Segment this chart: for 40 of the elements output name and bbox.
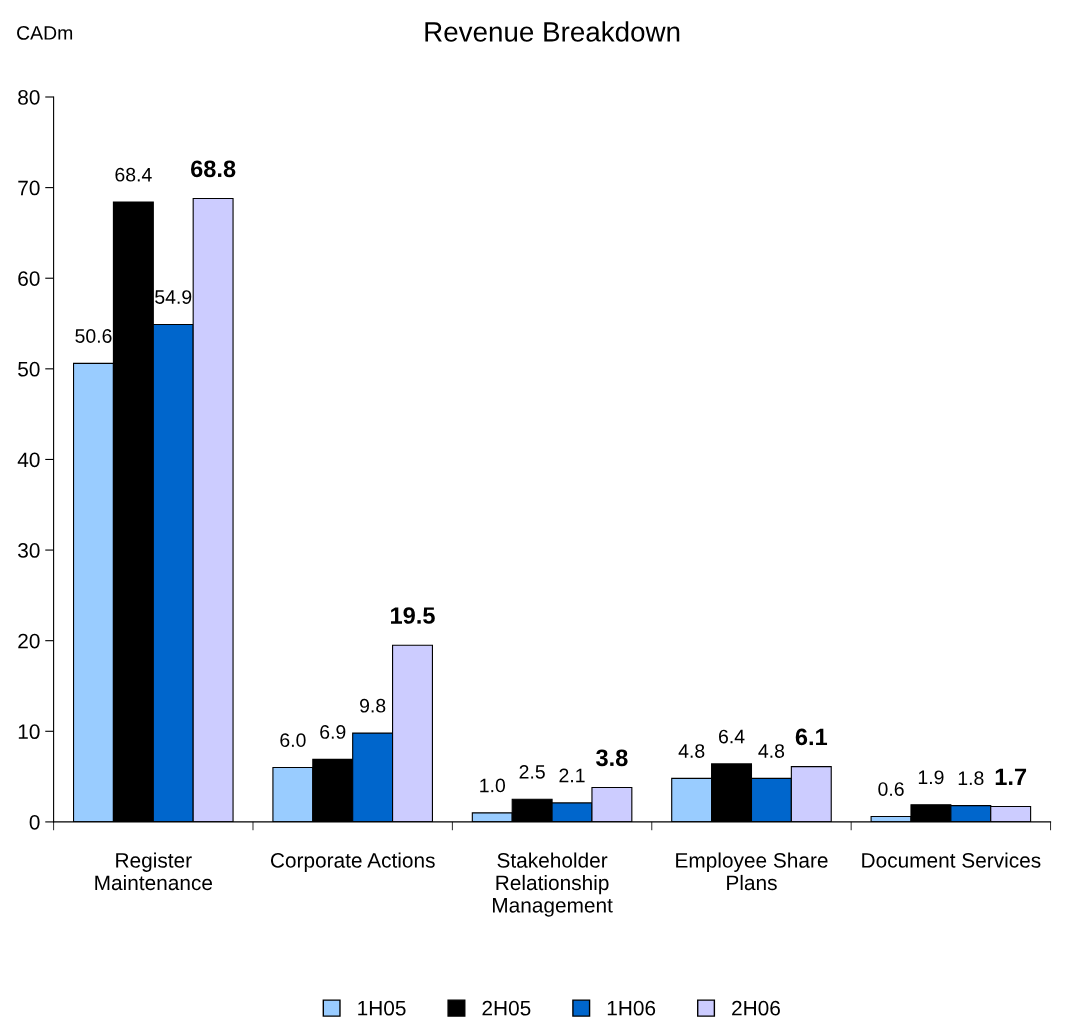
data-label: 1.9 — [918, 770, 944, 785]
x-tick-label: Corporate Actions — [270, 852, 435, 872]
data-label: 1.0 — [480, 778, 506, 793]
y-tick-label: 80 — [18, 90, 40, 105]
legend-label: 2H06 — [732, 1000, 780, 1016]
data-label: 6.4 — [719, 729, 745, 744]
legend-label: 1H06 — [607, 1000, 656, 1016]
x-tick-label: Document Services — [862, 852, 1041, 868]
data-label: 3.8 — [596, 749, 628, 767]
data-label: 19.5 — [391, 607, 435, 624]
legend-label: 1H05 — [358, 1000, 406, 1016]
data-label: 9.8 — [360, 698, 386, 713]
x-tick-label: Stakeholder Relationship Management — [492, 852, 613, 917]
data-label: 4.8 — [758, 744, 785, 758]
data-label: 1.8 — [958, 771, 984, 786]
y-tick-label: 50 — [18, 361, 40, 377]
data-label: 50.6 — [75, 329, 112, 343]
x-tick-label: Register Maintenance — [95, 852, 213, 891]
y-tick-label: 10 — [18, 724, 40, 740]
x-tick-label: Employee Share Plans — [676, 852, 828, 891]
chart-title: Revenue Breakdown — [425, 21, 680, 42]
data-label: 0.6 — [878, 782, 904, 796]
y-axis-title: CADm — [17, 26, 73, 40]
y-tick-label: 60 — [18, 271, 40, 286]
data-label: 1.7 — [995, 768, 1027, 785]
y-tick-label: 30 — [18, 543, 40, 558]
data-label: 54.9 — [155, 290, 192, 304]
data-label: 2.1 — [559, 768, 585, 783]
y-tick-label: 40 — [17, 452, 40, 468]
data-label: 4.8 — [678, 744, 705, 758]
data-label: 68.4 — [115, 167, 152, 182]
data-label: 6.0 — [280, 733, 306, 748]
y-tick-label: 20 — [18, 633, 40, 649]
data-label: 2.5 — [519, 764, 545, 779]
data-label: 6.1 — [795, 728, 828, 746]
data-label: 6.9 — [320, 725, 346, 739]
y-tick-label: 0 — [29, 814, 40, 830]
data-label: 68.8 — [191, 160, 236, 178]
y-tick-label: 70 — [18, 180, 40, 196]
legend-label: 2H05 — [482, 1000, 531, 1016]
